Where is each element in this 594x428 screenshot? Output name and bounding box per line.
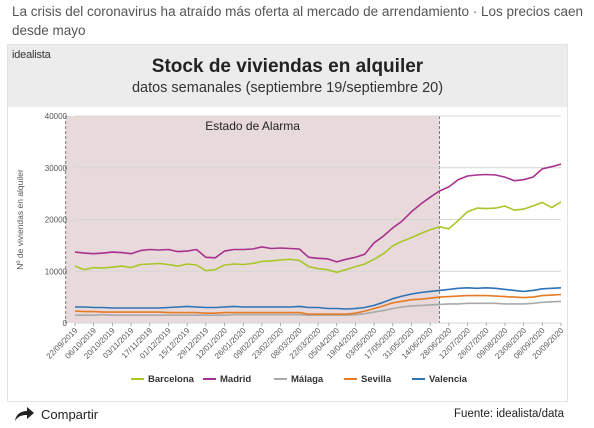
legend-label: Barcelona: [148, 374, 195, 385]
chart-header: [8, 45, 567, 107]
y-tick-label: 30000: [45, 164, 68, 173]
y-tick-label: 40000: [45, 112, 68, 121]
series-line-sevilla: [74, 293, 562, 316]
series-line-madrid: [74, 163, 562, 263]
chart-subtitle: datos semanales (septiembre 19/septiembr…: [131, 80, 444, 96]
share-label: Compartir: [41, 406, 99, 422]
headline: La crisis del coronavirus ha atraído más…: [12, 4, 584, 38]
series-line-barcelona: [74, 201, 562, 274]
y-tick-label: 10000: [45, 267, 68, 276]
idealista-logo: idealista: [12, 49, 51, 61]
y-axis-label: Nº de viviendas en alquiler: [15, 169, 25, 270]
chart-title: Stock de viviendas en alquiler: [151, 56, 424, 77]
legend-label: Sevilla: [361, 374, 392, 385]
legend-label: Málaga: [291, 374, 324, 385]
legend-label: Madrid: [220, 374, 251, 385]
y-tick-label: 20000: [45, 216, 68, 225]
source-note: Fuente: idealista/data: [454, 408, 564, 420]
chart-card: idealista Stock de viviendas en alquiler…: [7, 44, 568, 402]
line-chart: Estado de Alarma 0 10000 20000 30000 40000 Nº …: [15, 112, 566, 385]
share-button[interactable]: Compartir: [13, 405, 98, 423]
legend-label: Valencia: [429, 374, 468, 385]
series-line-valencia: [75, 287, 562, 310]
y-tick-label: 0: [63, 319, 68, 328]
series-line-mlaga: [75, 300, 562, 317]
estado-de-alarma-label: Estado de Alarma: [205, 119, 300, 133]
share-arrow-icon: [15, 407, 34, 421]
